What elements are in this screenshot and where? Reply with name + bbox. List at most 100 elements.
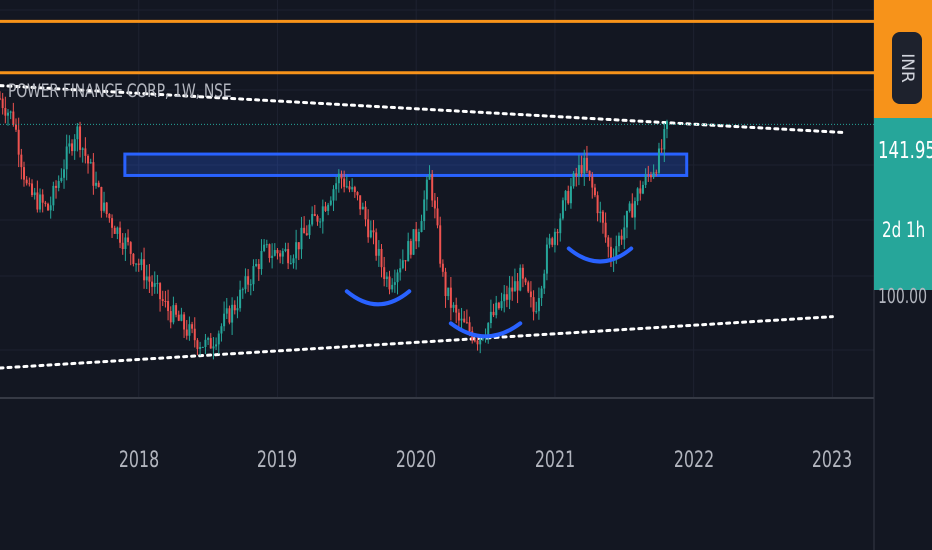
candle-body [225, 308, 228, 314]
candle-body [455, 304, 458, 313]
candle-body [127, 237, 130, 243]
candle-body [623, 227, 626, 240]
candle-body [25, 179, 28, 184]
candle-body [308, 224, 311, 236]
candle-body [447, 287, 450, 297]
candle-body [521, 267, 524, 279]
candle-body [407, 241, 410, 262]
candle-body [303, 227, 306, 234]
candle-body [551, 238, 554, 245]
candle-body [657, 148, 660, 173]
candle-body [241, 289, 244, 291]
candle-body [324, 206, 327, 211]
candle-body [457, 312, 460, 321]
candle-body [617, 235, 620, 247]
candle-body [580, 165, 583, 174]
candle-body [244, 276, 247, 290]
currency-button[interactable]: INR [892, 32, 922, 104]
candle-body [156, 283, 159, 285]
candle-body [257, 263, 260, 270]
candle-body [609, 246, 612, 261]
candle-body [377, 248, 380, 256]
candle-body [449, 287, 452, 308]
candle-body [508, 287, 511, 300]
candle-body [511, 287, 514, 292]
candle-body [516, 281, 519, 291]
candle-body [81, 148, 84, 150]
candle-body [271, 255, 274, 258]
rounding-bottom-arc [566, 246, 634, 264]
candle-body [76, 126, 79, 140]
candle-body [260, 251, 263, 270]
candle-body [636, 188, 639, 202]
candle-body [124, 237, 127, 250]
candle-body [175, 305, 178, 315]
candle-body [249, 284, 252, 286]
candle-body [433, 200, 436, 209]
candle-body [660, 148, 663, 150]
candle-body [665, 121, 668, 130]
candle-body [476, 340, 479, 345]
candle-body [335, 183, 338, 190]
candle-body [404, 260, 407, 262]
candle-body [17, 129, 20, 155]
candle-body [167, 301, 170, 312]
candle-body [292, 258, 295, 264]
candle-body [487, 323, 490, 337]
candle-body [593, 187, 596, 196]
candle-body [196, 340, 199, 349]
x-tick-label: 2018 [118, 448, 159, 473]
candle-body [255, 263, 258, 267]
candle-body [100, 186, 103, 211]
candle-body [204, 339, 207, 347]
candle-body [0, 98, 1, 100]
candle-body [497, 302, 500, 309]
candle-body [329, 200, 332, 205]
bar-countdown-label: 2d 1h [882, 218, 926, 242]
candle-body [615, 246, 618, 259]
candle-body [388, 276, 391, 290]
candle-body [207, 338, 210, 340]
candle-body [129, 242, 132, 254]
candle-body [420, 221, 423, 233]
candle-body [185, 329, 188, 336]
candle-body [596, 195, 599, 214]
resistance-zone-rect [123, 152, 689, 177]
candle-body [148, 276, 151, 282]
candle-body [23, 167, 26, 180]
candle-body [169, 311, 172, 323]
candle-body [391, 284, 394, 290]
candle-body [641, 184, 644, 194]
candle-body [68, 143, 71, 147]
candle-body [215, 344, 218, 347]
candle-body [607, 237, 610, 247]
candle-body [172, 305, 175, 323]
candle-body [569, 186, 572, 204]
lower-trendline [0, 315, 834, 370]
candle-body [151, 281, 154, 287]
candle-body [164, 300, 167, 302]
price-scale-label: 100.00 [878, 284, 927, 308]
candle-body [492, 311, 495, 316]
x-tick-label: 2023 [812, 448, 853, 473]
resistance-zone[interactable] [123, 152, 689, 177]
candle-body [239, 289, 242, 309]
candle-body [177, 314, 180, 321]
candle-body [116, 227, 119, 234]
candle-body [383, 267, 386, 279]
candle-body [540, 288, 543, 299]
trendlines[interactable] [0, 84, 848, 370]
candle-body [119, 227, 122, 243]
candle-body [505, 294, 508, 300]
candle-body [343, 178, 346, 187]
candle-body [548, 238, 551, 245]
candle-body [9, 111, 12, 113]
candle-body [12, 111, 15, 125]
candle-body [431, 174, 434, 201]
candle-body [295, 242, 298, 259]
rounding-bottoms[interactable] [344, 246, 634, 339]
candle-body [71, 143, 74, 152]
horizontal-lines[interactable] [0, 19, 874, 75]
last-price-label: 141.95 [878, 138, 932, 164]
